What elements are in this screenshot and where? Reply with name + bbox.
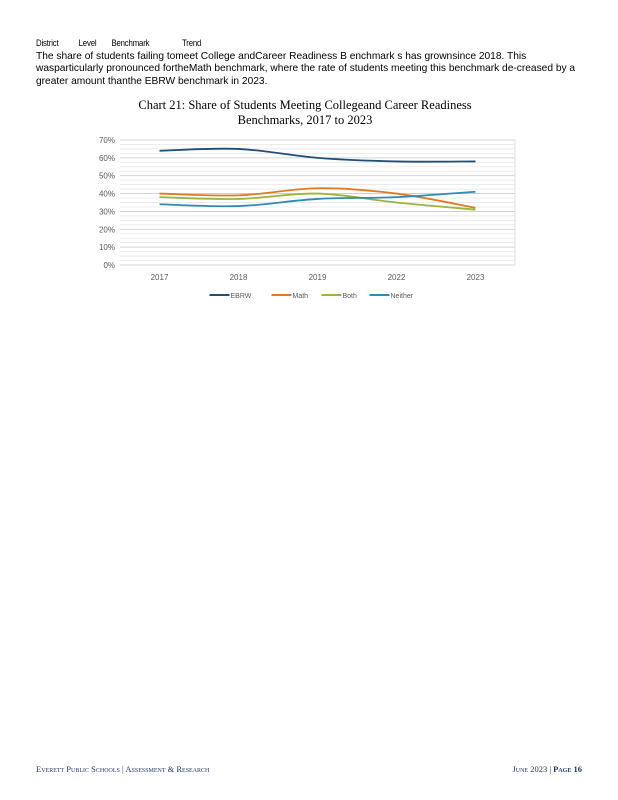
footer-organization: Everett Public Schools | Assessment & Re…: [36, 764, 210, 774]
x-tick-label: 2023: [467, 273, 485, 282]
chart-title-line-1: Chart 21: Share of Students Meeting Coll…: [138, 98, 472, 112]
y-tick-label: 20%: [99, 225, 115, 234]
legend-label-both: Both: [343, 293, 358, 300]
x-tick-label: 2022: [388, 273, 406, 282]
line-chart: 0% 10% 20% 30% 40% 50% 60% 70% 2017 2018 2019 2022…: [99, 136, 516, 300]
header-level: Level: [78, 38, 97, 49]
footer-date: June 2023 |: [512, 764, 554, 774]
legend-label-neither: Neither: [391, 293, 414, 300]
series-line-neither: [159, 190, 476, 208]
footer-page-number: Page 16: [553, 764, 582, 774]
y-tick-label: 30%: [99, 207, 115, 216]
legend-label-ebrw: EBRW: [231, 293, 252, 300]
header-benchmark: Benchmark: [111, 38, 150, 49]
table-header-row: District Level Benchmark Trend: [36, 38, 201, 49]
x-tick-label: 2019: [309, 273, 327, 282]
y-tick-label: 50%: [99, 172, 115, 181]
series-line-ebrw: [159, 147, 476, 163]
series-line-both: [159, 192, 476, 211]
y-tick-label: 60%: [99, 154, 115, 163]
header-trend: Trend: [181, 38, 202, 49]
y-tick-label: 70%: [99, 136, 115, 145]
legend-label-math: Math: [293, 293, 309, 300]
chart-title-line-2: Benchmarks, 2017 to 2023: [237, 113, 373, 127]
chart-title: Chart 21: Share of Students Meeting Coll…: [100, 98, 510, 128]
series-line-math: [159, 187, 476, 209]
x-tick-label: 2017: [151, 273, 169, 282]
footer-page-info: June 2023 | Page 16: [512, 764, 582, 774]
y-tick-label: 0%: [103, 261, 115, 270]
x-tick-label: 2018: [230, 273, 248, 282]
header-district: District: [36, 38, 59, 49]
y-tick-label: 40%: [99, 190, 115, 199]
body-paragraph: The share of students failing tomeet Col…: [36, 51, 576, 87]
y-tick-label: 10%: [99, 243, 115, 252]
